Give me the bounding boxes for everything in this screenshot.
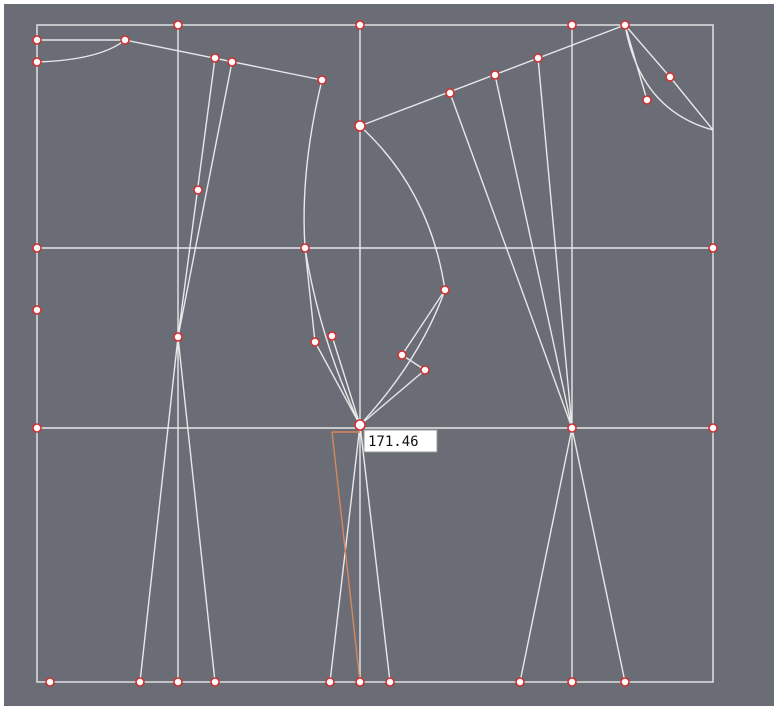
pattern-point xyxy=(120,35,130,45)
pattern-point xyxy=(327,331,337,341)
pattern-point xyxy=(620,677,630,687)
pattern-point xyxy=(490,70,500,80)
pattern-point xyxy=(300,243,310,253)
pattern-point xyxy=(135,677,145,687)
pattern-line xyxy=(124,39,323,81)
pattern-point xyxy=(708,243,718,253)
pattern-point xyxy=(325,677,335,687)
pattern-line xyxy=(359,289,446,426)
measurement-label: 171.46 xyxy=(368,434,419,450)
pattern-line xyxy=(36,39,126,63)
pattern-line xyxy=(624,24,714,131)
pattern-point xyxy=(567,20,577,30)
pattern-point xyxy=(32,305,42,315)
pattern-point xyxy=(173,677,183,687)
pattern-point xyxy=(665,72,675,82)
pattern-point xyxy=(32,57,42,67)
pattern-lines xyxy=(36,24,714,683)
pattern-line xyxy=(139,336,216,683)
pattern-point xyxy=(533,53,543,63)
pattern-point xyxy=(420,365,430,375)
pattern-point xyxy=(193,185,203,195)
pattern-point xyxy=(355,677,365,687)
pattern-point xyxy=(317,75,327,85)
pattern-point xyxy=(32,35,42,45)
pattern-point xyxy=(354,120,366,132)
pattern-point xyxy=(32,423,42,433)
pattern-point xyxy=(440,285,450,295)
pattern-point xyxy=(173,332,183,342)
pattern-line xyxy=(177,57,233,338)
pattern-point xyxy=(210,677,220,687)
pattern-point xyxy=(227,57,237,67)
pattern-point xyxy=(32,243,42,253)
pattern-point xyxy=(397,350,407,360)
pattern-point xyxy=(567,677,577,687)
pattern-points xyxy=(32,20,718,687)
pattern-point xyxy=(173,20,183,30)
measurement-box xyxy=(363,429,438,453)
pattern-point xyxy=(210,53,220,63)
pattern-point xyxy=(45,677,55,687)
pattern-point xyxy=(708,423,718,433)
pattern-point xyxy=(567,423,577,433)
pattern-line xyxy=(331,431,361,683)
canvas-background xyxy=(4,4,774,706)
pattern-point xyxy=(355,20,365,30)
pattern-line xyxy=(36,24,714,683)
pattern-point xyxy=(642,95,652,105)
pattern-point xyxy=(310,337,320,347)
pattern-point xyxy=(515,677,525,687)
pattern-point xyxy=(620,20,630,30)
pattern-line xyxy=(449,57,573,429)
pattern-point xyxy=(385,677,395,687)
pattern-point xyxy=(354,419,366,431)
pattern-line xyxy=(519,427,626,683)
pattern-point xyxy=(445,88,455,98)
